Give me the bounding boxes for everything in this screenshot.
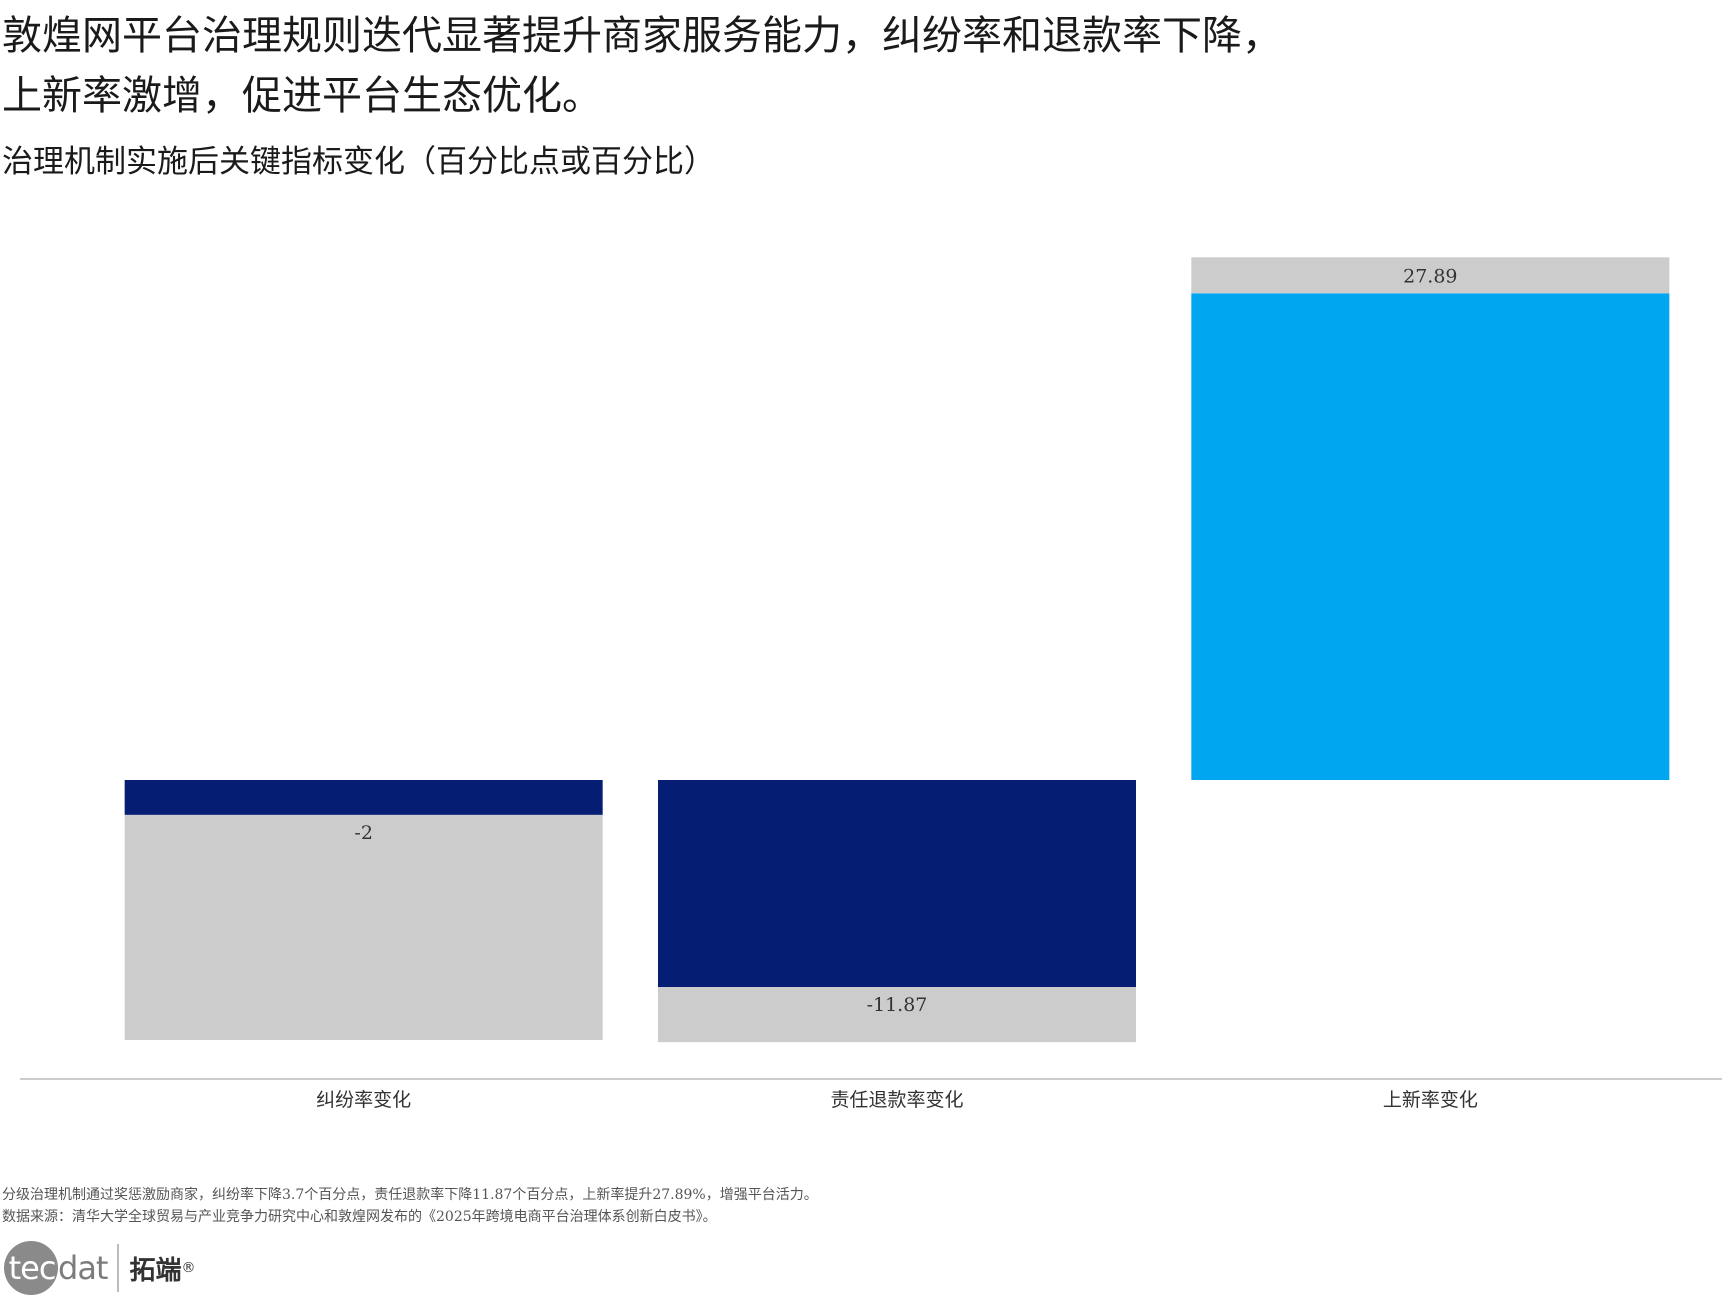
bar-label-box-3 — [1191, 257, 1670, 294]
logo-chinese-name: 拓端 — [129, 1255, 182, 1286]
data-label-2: -11.87 — [867, 994, 928, 1016]
logo-divider — [117, 1244, 120, 1292]
headline-line-2: 上新率激增，促进平台生态优化。 — [2, 73, 602, 119]
bar-1 — [124, 780, 603, 815]
bar-3 — [1191, 293, 1670, 780]
data-label-1: -2 — [354, 822, 373, 844]
bar-label-box-1 — [124, 814, 603, 1040]
headline: 敦煌网平台治理规则迭代显著提升商家服务能力，纠纷率和退款率下降， 上新率激增，促… — [2, 6, 1702, 126]
logo-registered-mark: ® — [181, 1260, 196, 1276]
chart-title: 治理机制实施后关键指标变化（百分比点或百分比） — [2, 144, 715, 180]
tecdat-logo: tec dat 拓端 ® — [4, 1238, 195, 1298]
bar-2 — [658, 780, 1136, 988]
bar-chart: -2 纠纷率变化 -11.87 责任退款率变化 27.89 上新率变化 — [20, 257, 1722, 1111]
bar-label-box-2 — [658, 987, 1136, 1043]
data-label-3: 27.89 — [1403, 265, 1457, 287]
category-label-2: 责任退款率变化 — [830, 1089, 963, 1111]
data-source-note: 数据来源：清华大学全球贸易与产业竞争力研究中心和敦煌网发布的《2025年跨境电商… — [2, 1209, 717, 1225]
headline-line-1: 敦煌网平台治理规则迭代显著提升商家服务能力，纠纷率和退款率下降， — [2, 13, 1282, 59]
category-label-3: 上新率变化 — [1383, 1089, 1478, 1111]
chart-note: 分级治理机制通过奖惩激励商家，纠纷率下降3.7个百分点，责任退款率下降11.87… — [2, 1187, 818, 1203]
logo-word-part2: dat — [58, 1249, 108, 1287]
logo-circle-icon: tec — [4, 1241, 58, 1295]
category-label-1: 纠纷率变化 — [316, 1089, 411, 1111]
logo-word-part1: tec — [8, 1249, 57, 1287]
